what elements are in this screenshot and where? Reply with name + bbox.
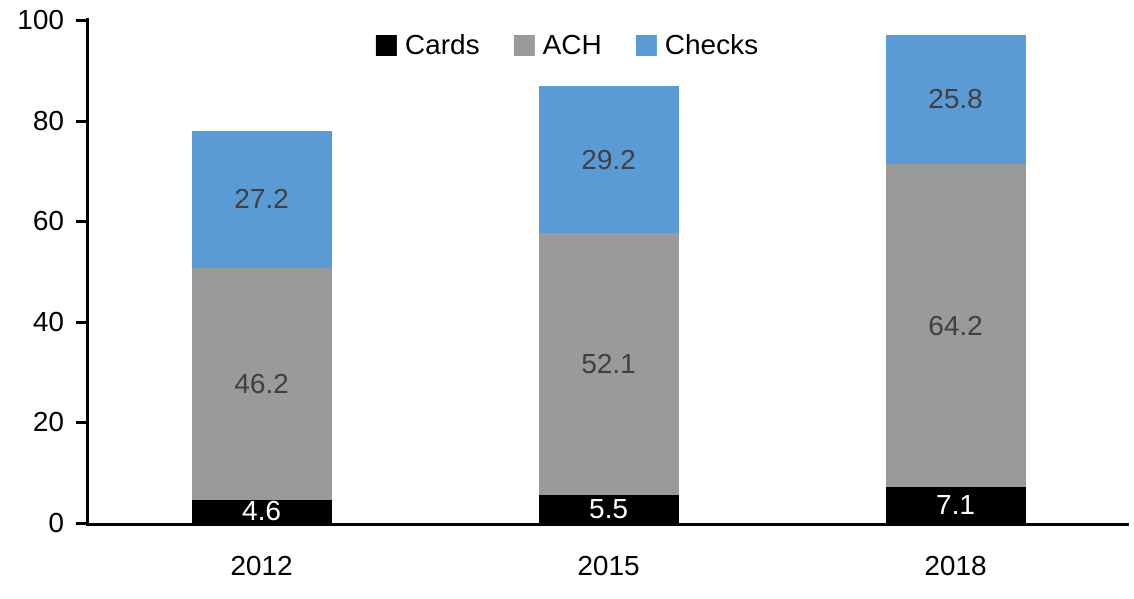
- legend-item-ach: ACH: [513, 29, 602, 60]
- legend-label: Cards: [404, 29, 480, 60]
- y-axis-tick-mark: [76, 522, 89, 525]
- bar-segment-cards-2015: 5.5: [538, 493, 679, 525]
- legend-item-cards: Cards: [375, 29, 480, 60]
- x-axis-label-2015: 2015: [577, 550, 640, 581]
- bar-segment-checks-2018: 25.8: [885, 34, 1026, 165]
- legend-marker-ach: [513, 34, 535, 56]
- data-label: 52.1: [581, 348, 636, 380]
- data-label: 5.5: [589, 493, 628, 525]
- data-label: 4.6: [242, 495, 281, 527]
- y-axis-tick-mark: [76, 119, 89, 123]
- y-axis-tick-label: 20: [32, 406, 64, 438]
- legend-item-checks: Checks: [635, 29, 759, 60]
- bar-segment-ach-2012: 46.2: [191, 267, 332, 500]
- legend-marker-cards: [375, 34, 397, 56]
- bar-2015: 5.5 52.1 29.2: [538, 86, 679, 525]
- y-axis-tick-label: 0: [48, 507, 64, 538]
- y-axis-tick-label: 80: [32, 104, 64, 136]
- legend-marker-checks: [635, 34, 657, 56]
- data-label: 27.2: [234, 183, 289, 215]
- bar-segment-cards-2012: 4.6: [191, 495, 332, 527]
- data-label: 7.1: [936, 489, 975, 521]
- y-axis-line: [86, 18, 89, 526]
- bar-segment-ach-2018: 64.2: [885, 164, 1026, 488]
- bar-segment-checks-2015: 29.2: [538, 86, 679, 234]
- y-axis-tick-mark: [76, 320, 89, 324]
- y-axis-tick-label: 40: [32, 305, 64, 337]
- data-label: 46.2: [234, 367, 289, 399]
- bar-segment-cards-2018: 7.1: [885, 487, 1026, 523]
- x-axis-label-2012: 2012: [230, 550, 293, 581]
- bar-segment-ach-2015: 52.1: [538, 233, 679, 496]
- y-axis-tick-mark: [76, 220, 89, 224]
- y-axis-tick-mark: [76, 19, 89, 22]
- chart-legend: Cards ACH Checks: [375, 29, 759, 60]
- x-axis-line: [86, 523, 1129, 526]
- bar-segment-checks-2012: 27.2: [191, 130, 332, 268]
- legend-label: Checks: [664, 29, 759, 60]
- y-axis-tick-label: 100: [17, 4, 64, 35]
- y-axis-tick-label: 60: [32, 205, 64, 237]
- y-axis-tick-mark: [76, 421, 89, 425]
- data-label: 25.8: [928, 83, 983, 115]
- x-axis-label-2018: 2018: [924, 550, 987, 581]
- data-label: 29.2: [581, 143, 636, 175]
- bar-2018: 7.1 64.2 25.8: [885, 34, 1026, 523]
- data-label: 64.2: [928, 309, 983, 341]
- legend-label: ACH: [542, 29, 602, 60]
- bar-2012: 4.6 46.2 27.2: [191, 130, 332, 527]
